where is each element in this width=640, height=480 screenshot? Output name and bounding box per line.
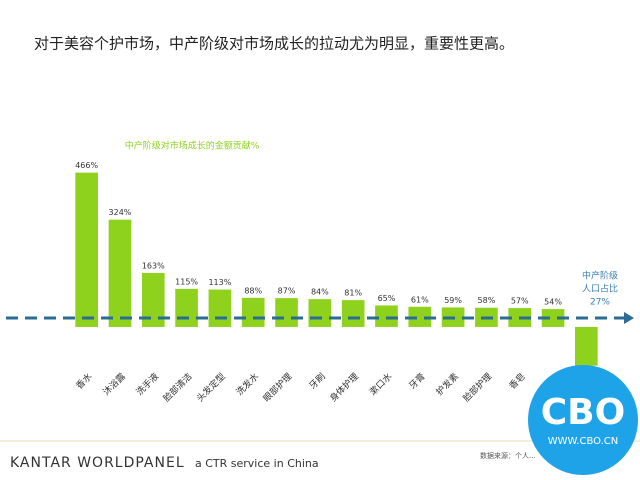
bar — [341, 300, 365, 327]
x-tick-label: 牙膏 — [406, 370, 427, 391]
reference-label: 人口占比 — [582, 283, 618, 295]
reference-label: 中产阶级 — [582, 270, 618, 282]
x-tick-label: 漱口水 — [367, 370, 395, 398]
bar — [208, 289, 232, 327]
bar — [541, 309, 565, 327]
x-tick-label: 香皂 — [506, 370, 527, 391]
bar — [241, 297, 265, 327]
value-label: 115% — [175, 277, 198, 286]
headline: 对于美容个护市场，中产阶级对市场成长的拉动尤为明显，重要性更高。 — [34, 35, 514, 53]
value-label: 65% — [378, 294, 396, 303]
bar — [108, 219, 132, 327]
x-tick-label: 脸部清洁 — [161, 370, 195, 404]
value-label: 84% — [311, 288, 329, 297]
logo-url: WWW.CBO.CN — [548, 436, 618, 447]
bar — [575, 326, 598, 366]
bar — [408, 306, 432, 327]
value-label: 81% — [344, 289, 362, 298]
value-label: 324% — [109, 208, 132, 217]
value-label: 163% — [142, 261, 165, 270]
bar — [75, 172, 98, 327]
x-tick-label: 护发素 — [433, 370, 461, 398]
x-tick-label: 洗发水 — [234, 370, 262, 398]
value-label: 59% — [444, 296, 462, 305]
chart-title: 中产阶级对市场成长的金额贡献% — [125, 140, 260, 152]
footer-source: 数据来源：个人... — [480, 451, 536, 460]
value-label: 87% — [278, 287, 296, 296]
reference-arrow — [624, 312, 634, 325]
x-tick-label: 洗手液 — [134, 370, 162, 398]
value-label: 88% — [244, 286, 262, 295]
footer-brand: KANTAR WORLDPANEL — [10, 455, 185, 471]
bar — [175, 288, 198, 327]
bar — [275, 298, 298, 327]
x-tick-label: 牙刷 — [307, 371, 328, 392]
value-label: 54% — [544, 298, 562, 307]
bar — [375, 305, 398, 327]
x-tick-label: 身体护理 — [327, 370, 361, 404]
value-label: 57% — [511, 297, 529, 306]
value-label: 466% — [75, 161, 98, 170]
logo-circle — [528, 365, 638, 475]
chart: 466% 香水 324% 沐浴露 163% 洗手液 115% 脸部清洁 113% 头发定型 88% 洗… — [6, 161, 634, 404]
x-tick-label: 沐浴露 — [100, 370, 128, 398]
x-tick-label: 香水 — [73, 370, 94, 391]
footer-tagline: a CTR service in China — [195, 457, 319, 470]
value-label: 58% — [478, 296, 496, 305]
value-label: 61% — [411, 295, 429, 304]
bar — [308, 299, 332, 327]
logo-text: CBO — [541, 392, 625, 433]
x-tick-label: 头发定型 — [194, 370, 228, 404]
x-tick-label: 脸部护理 — [460, 370, 494, 404]
bar — [141, 272, 165, 327]
reference-label: 27% — [590, 298, 610, 308]
value-label: 113% — [208, 278, 231, 287]
x-tick-label: 眼部护理 — [260, 370, 294, 404]
